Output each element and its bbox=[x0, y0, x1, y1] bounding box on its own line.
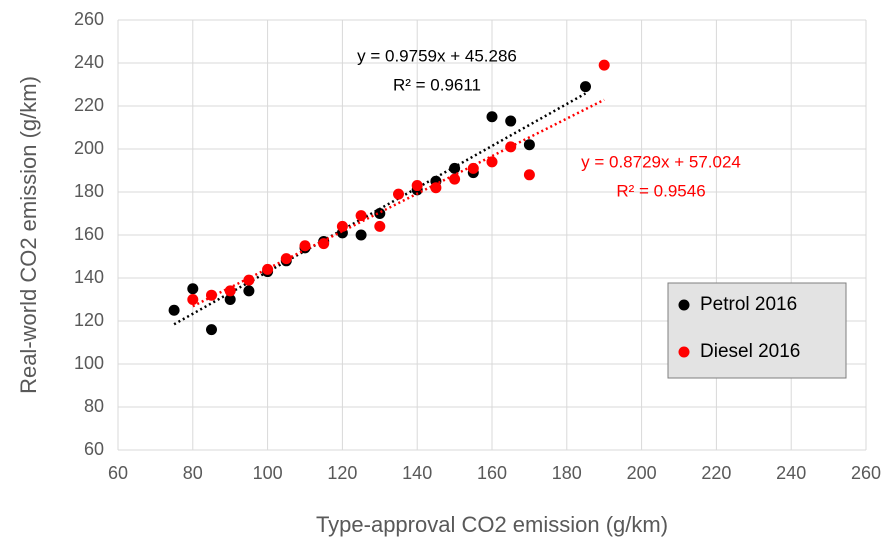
x-tick-label: 240 bbox=[776, 463, 806, 483]
point bbox=[168, 304, 180, 316]
x-tick-label: 180 bbox=[552, 463, 582, 483]
trendline-r2: R² = 0.9611 bbox=[393, 75, 481, 94]
x-axis-title: Type-approval CO2 emission (g/km) bbox=[316, 512, 668, 537]
point bbox=[355, 210, 367, 222]
x-tick-label: 200 bbox=[627, 463, 657, 483]
point bbox=[206, 289, 217, 301]
point bbox=[449, 162, 461, 174]
point bbox=[580, 81, 591, 93]
point bbox=[411, 180, 423, 192]
legend-box bbox=[667, 282, 847, 379]
point bbox=[280, 253, 292, 265]
y-tick-label: 160 bbox=[74, 224, 104, 244]
y-tick-label: 140 bbox=[74, 267, 104, 287]
point bbox=[505, 115, 517, 127]
x-tick-label: 120 bbox=[327, 463, 357, 483]
point bbox=[262, 263, 274, 275]
point bbox=[449, 173, 461, 185]
point bbox=[206, 324, 217, 336]
y-tick-label: 60 bbox=[84, 439, 104, 459]
point bbox=[187, 294, 199, 305]
point bbox=[243, 274, 255, 286]
legend-marker bbox=[678, 299, 690, 311]
y-tick-label: 200 bbox=[74, 138, 104, 158]
point bbox=[467, 162, 479, 174]
x-tick-label: 220 bbox=[701, 463, 731, 483]
point bbox=[430, 182, 442, 194]
y-tick-label: 220 bbox=[74, 95, 104, 115]
trendline-equation: y = 0.8729x + 57.024 bbox=[581, 152, 741, 171]
y-tick-label: 120 bbox=[74, 310, 104, 330]
y-tick-label: 180 bbox=[74, 181, 104, 201]
point bbox=[336, 220, 348, 232]
y-tick-label: 100 bbox=[74, 353, 104, 373]
legend-label: Petrol 2016 bbox=[700, 294, 797, 315]
legend-label: Diesel 2016 bbox=[700, 341, 800, 362]
point bbox=[505, 141, 517, 153]
point bbox=[374, 208, 386, 219]
y-tick-label: 260 bbox=[74, 9, 104, 29]
y-axis-title: Real-world CO2 emission (g/km) bbox=[16, 76, 41, 394]
point bbox=[243, 285, 255, 297]
x-tick-label: 60 bbox=[108, 463, 128, 483]
point bbox=[486, 111, 498, 123]
x-tick-label: 80 bbox=[183, 463, 203, 483]
x-tick-label: 260 bbox=[851, 463, 881, 483]
point bbox=[318, 238, 330, 250]
y-tick-label: 80 bbox=[84, 396, 104, 416]
point bbox=[355, 229, 367, 241]
point bbox=[299, 240, 311, 252]
trendline bbox=[192, 98, 605, 308]
point bbox=[523, 139, 535, 151]
legend-marker bbox=[678, 346, 690, 358]
x-tick-label: 160 bbox=[477, 463, 507, 483]
x-tick-label: 100 bbox=[253, 463, 283, 483]
x-tick-label: 140 bbox=[402, 463, 432, 483]
point bbox=[374, 220, 386, 232]
point bbox=[486, 156, 498, 168]
point bbox=[224, 294, 236, 305]
point bbox=[224, 285, 236, 297]
point bbox=[187, 283, 199, 295]
trendline-r2: R² = 0.9546 bbox=[616, 181, 705, 200]
point bbox=[393, 188, 404, 200]
y-tick-label: 240 bbox=[74, 52, 104, 72]
point bbox=[598, 59, 610, 71]
trendline-equation: y = 0.9759x + 45.286 bbox=[357, 46, 517, 65]
point bbox=[523, 169, 535, 181]
